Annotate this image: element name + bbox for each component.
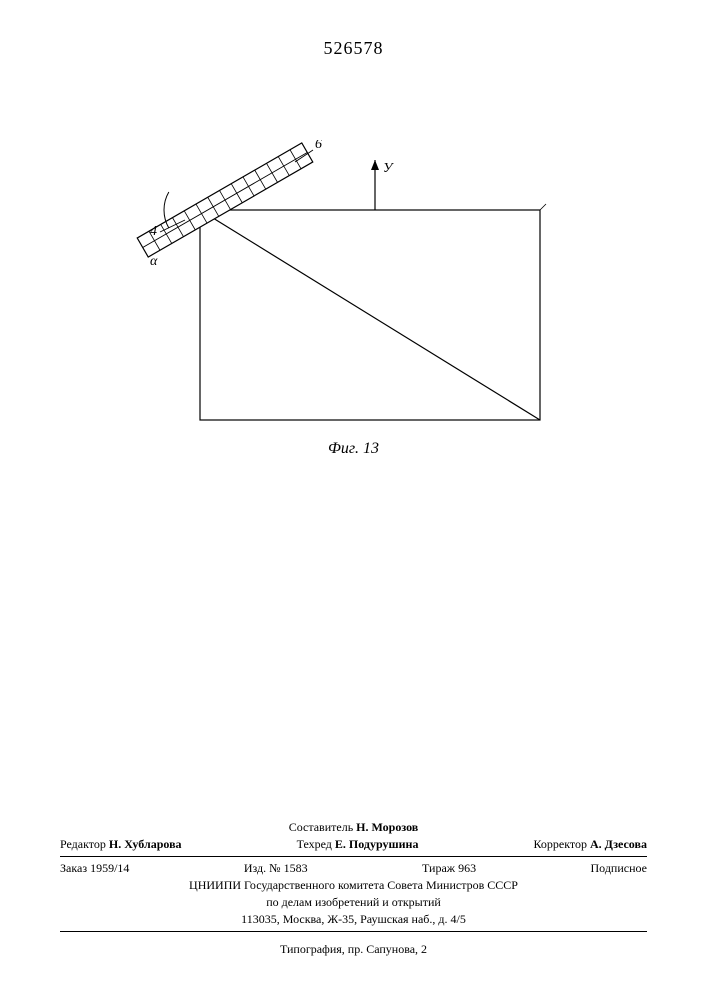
techred-label: Техред bbox=[297, 837, 332, 851]
footer-rule-1 bbox=[60, 856, 647, 857]
order-label: Заказ bbox=[60, 861, 87, 875]
compiler-label: Составитель bbox=[289, 820, 353, 834]
org-line-2: по делам изобретений и открытий bbox=[60, 895, 647, 910]
order-value: 1959/14 bbox=[90, 861, 129, 875]
compiler-name: Н. Морозов bbox=[356, 820, 418, 834]
subscription: Подписное bbox=[591, 861, 648, 876]
figure-diagram: α 4 6 У bbox=[130, 140, 570, 440]
techred-name: Е. Подурушина bbox=[335, 837, 419, 851]
svg-text:У: У bbox=[383, 161, 394, 176]
figure-caption: Фиг. 13 bbox=[0, 440, 707, 458]
editor-label: Редактор bbox=[60, 837, 106, 851]
izd-value: 1583 bbox=[284, 861, 308, 875]
corrector-name: А. Дзесова bbox=[590, 837, 647, 851]
tirazh-label: Тираж bbox=[422, 861, 455, 875]
typography-line: Типография, пр. Сапунова, 2 bbox=[60, 942, 647, 957]
patent-number: 526578 bbox=[0, 38, 707, 59]
corrector-label: Корректор bbox=[533, 837, 587, 851]
footer-block: Составитель Н. Морозов Редактор Н. Хубла… bbox=[60, 820, 647, 957]
org-line-1: ЦНИИПИ Государственного комитета Совета … bbox=[60, 878, 647, 893]
org-line-3: 113035, Москва, Ж-35, Раушская наб., д. … bbox=[60, 912, 647, 927]
svg-text:4: 4 bbox=[150, 224, 157, 239]
svg-text:6: 6 bbox=[315, 140, 322, 152]
svg-text:α: α bbox=[150, 254, 158, 269]
tirazh-value: 963 bbox=[458, 861, 476, 875]
editor-name: Н. Хубларова bbox=[109, 837, 182, 851]
footer-rule-2 bbox=[60, 931, 647, 932]
izd-label: Изд. № bbox=[244, 861, 281, 875]
